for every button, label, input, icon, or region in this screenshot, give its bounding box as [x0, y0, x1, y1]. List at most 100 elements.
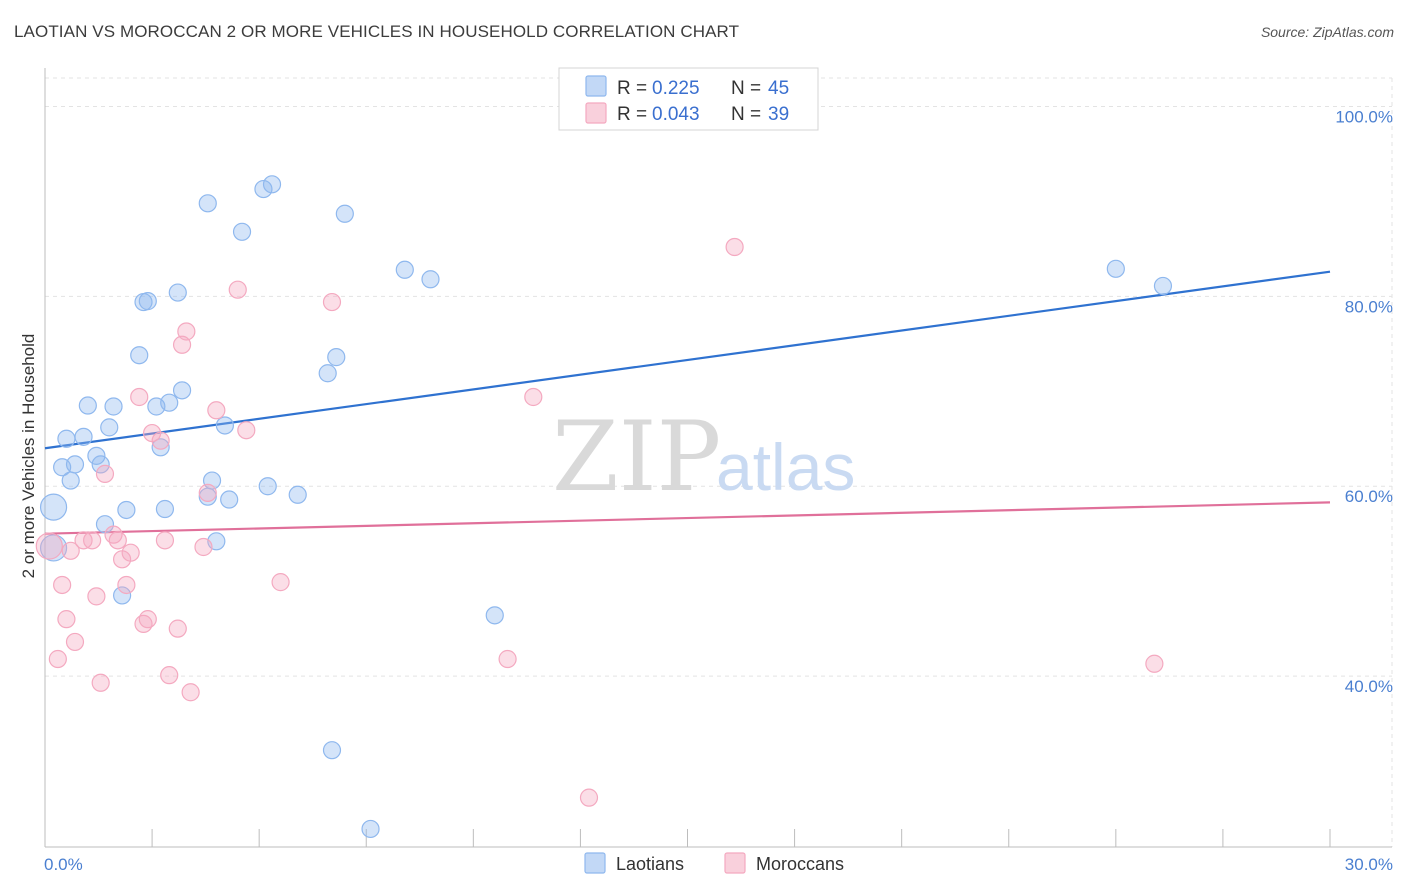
- point-laotians-39: [395, 260, 414, 279]
- point-laotians-11: [100, 418, 119, 437]
- point-moroccans-27: [194, 537, 213, 557]
- series-legend: Laotians Moroccans: [584, 852, 844, 874]
- point-laotians-3: [57, 429, 76, 448]
- point-laotians-25: [198, 194, 217, 213]
- legend-r-label-laotians: R =: [617, 78, 647, 99]
- bottom-legend-swatch-moroccans: [724, 852, 746, 874]
- point-moroccans-15: [121, 543, 140, 562]
- point-moroccans-16: [130, 387, 149, 407]
- trend-line-moroccans: [44, 501, 1331, 535]
- source-label: Source: ZipAtlas.com: [1260, 24, 1394, 40]
- point-laotians-21: [160, 393, 179, 412]
- point-laotians-42: [322, 741, 342, 760]
- point-laotians-6: [74, 427, 93, 446]
- data-points: [35, 175, 1173, 839]
- legend-r-value-moroccans: 0.043: [652, 104, 700, 125]
- point-moroccans-3: [57, 610, 76, 629]
- legend-r-label-moroccans: R =: [617, 104, 647, 125]
- point-moroccans-12: [108, 531, 127, 550]
- chart-title: LAOTIAN VS MOROCCAN 2 OR MORE VEHICLES I…: [14, 22, 740, 41]
- trend-line-laotians: [44, 270, 1331, 450]
- point-moroccans-31: [237, 421, 256, 440]
- bottom-legend-label-moroccans: Moroccans: [756, 854, 844, 874]
- legend-n-label-laotians: N =: [731, 78, 761, 99]
- point-moroccans-35: [524, 387, 543, 407]
- point-laotians-9: [91, 455, 110, 474]
- point-laotians-33: [262, 175, 282, 194]
- point-moroccans-1: [48, 649, 67, 669]
- watermark-zip: ZIP: [552, 401, 721, 513]
- point-moroccans-9: [91, 673, 110, 692]
- legend-r-value-laotians: 0.225: [652, 78, 700, 99]
- point-laotians-35: [318, 364, 337, 383]
- point-laotians-37: [335, 204, 354, 223]
- y-axis-title: 2 or more Vehicles in Household: [19, 334, 38, 579]
- point-laotians-7: [78, 396, 97, 415]
- point-moroccans-26: [181, 683, 200, 702]
- point-moroccans-7: [83, 531, 102, 550]
- point-moroccans-37: [725, 237, 744, 257]
- legend-swatch-moroccans: [585, 102, 607, 124]
- point-laotians-31: [254, 179, 273, 199]
- point-laotians-34: [288, 485, 307, 504]
- point-laotians-19: [151, 438, 170, 457]
- point-laotians-14: [117, 500, 136, 520]
- x-tick-label-left: 0.0%: [44, 855, 83, 874]
- point-moroccans-14: [117, 575, 136, 595]
- point-laotians-40: [421, 270, 440, 289]
- point-laotians-8: [87, 446, 106, 465]
- y-tick-label-3: 40.0%: [1345, 677, 1393, 696]
- point-laotians-17: [138, 292, 157, 311]
- point-moroccans-8: [87, 587, 106, 606]
- point-laotians-43: [1106, 259, 1125, 278]
- point-moroccans-18: [138, 610, 157, 629]
- point-moroccans-33: [322, 292, 342, 312]
- stats-legend: R = 0.225 N = 45 R = 0.043 N = 39: [558, 67, 819, 131]
- point-moroccans-20: [151, 431, 170, 450]
- point-laotians-15: [130, 346, 149, 365]
- point-laotians-0: [39, 534, 68, 562]
- point-moroccans-23: [168, 619, 187, 638]
- point-laotians-4: [61, 471, 80, 490]
- legend-n-label-moroccans: N =: [731, 104, 761, 125]
- point-moroccans-36: [579, 788, 599, 807]
- point-laotians-12: [104, 397, 123, 416]
- point-moroccans-34: [498, 649, 517, 669]
- legend-n-value-laotians: 45: [768, 78, 789, 99]
- point-laotians-1: [39, 493, 68, 521]
- watermark: ZIP atlas: [552, 401, 855, 513]
- point-laotians-30: [232, 222, 252, 241]
- point-moroccans-28: [198, 483, 217, 502]
- axes: [44, 68, 1392, 848]
- point-laotians-23: [172, 381, 192, 400]
- x-tick-label-right: 30.0%: [1345, 855, 1393, 874]
- x-tick-labels: 0.0% 30.0%: [44, 855, 1393, 874]
- point-laotians-28: [215, 416, 234, 435]
- y-tick-labels: 100.0% 80.0% 60.0% 40.0%: [1335, 107, 1393, 696]
- point-moroccans-38: [1145, 654, 1164, 673]
- bottom-legend-swatch-laotians: [584, 852, 606, 874]
- point-moroccans-2: [53, 575, 72, 595]
- legend-swatch-laotians: [585, 75, 607, 97]
- point-laotians-44: [1153, 276, 1173, 296]
- point-moroccans-29: [207, 401, 226, 420]
- point-laotians-32: [258, 477, 277, 496]
- point-moroccans-32: [271, 573, 290, 592]
- point-laotians-29: [220, 490, 239, 509]
- point-laotians-41: [485, 606, 504, 625]
- point-moroccans-4: [61, 541, 80, 560]
- point-moroccans-30: [228, 280, 247, 299]
- trend-lines: [44, 270, 1331, 535]
- point-laotians-5: [65, 455, 85, 474]
- point-moroccans-21: [155, 531, 175, 550]
- point-laotians-13: [112, 586, 132, 605]
- point-laotians-38: [361, 819, 380, 839]
- point-moroccans-25: [177, 322, 196, 341]
- point-moroccans-22: [160, 666, 179, 685]
- watermark-atlas: atlas: [716, 430, 855, 504]
- point-moroccans-10: [95, 464, 115, 483]
- y-tick-label-0: 100.0%: [1335, 107, 1393, 126]
- legend-n-value-moroccans: 39: [768, 104, 789, 125]
- y-tick-label-2: 60.0%: [1345, 487, 1393, 506]
